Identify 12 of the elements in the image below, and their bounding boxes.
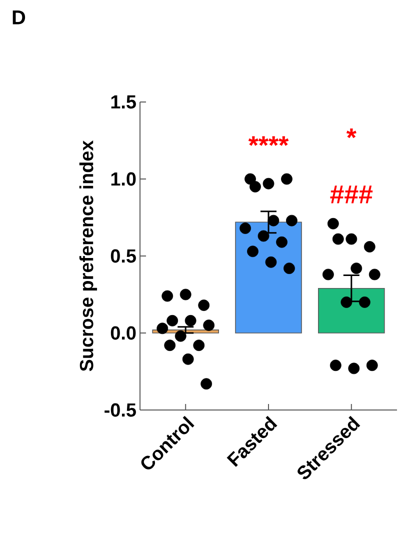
- y-tick-label: 1.0: [111, 172, 136, 186]
- annotation: *: [346, 128, 356, 138]
- y-tick-label: 1.5: [111, 95, 136, 109]
- annotation: ###: [330, 186, 373, 204]
- bar: [235, 222, 302, 334]
- y-tick-label: 0.0: [110, 326, 136, 340]
- bar: [318, 288, 385, 334]
- annotation: ****: [248, 136, 289, 146]
- y-axis-title: Sucrose preference index: [79, 140, 98, 372]
- y-tick-label: -0.5: [104, 403, 136, 417]
- y-tick-label: 0.5: [110, 249, 136, 263]
- chart-title: D: [12, 10, 26, 24]
